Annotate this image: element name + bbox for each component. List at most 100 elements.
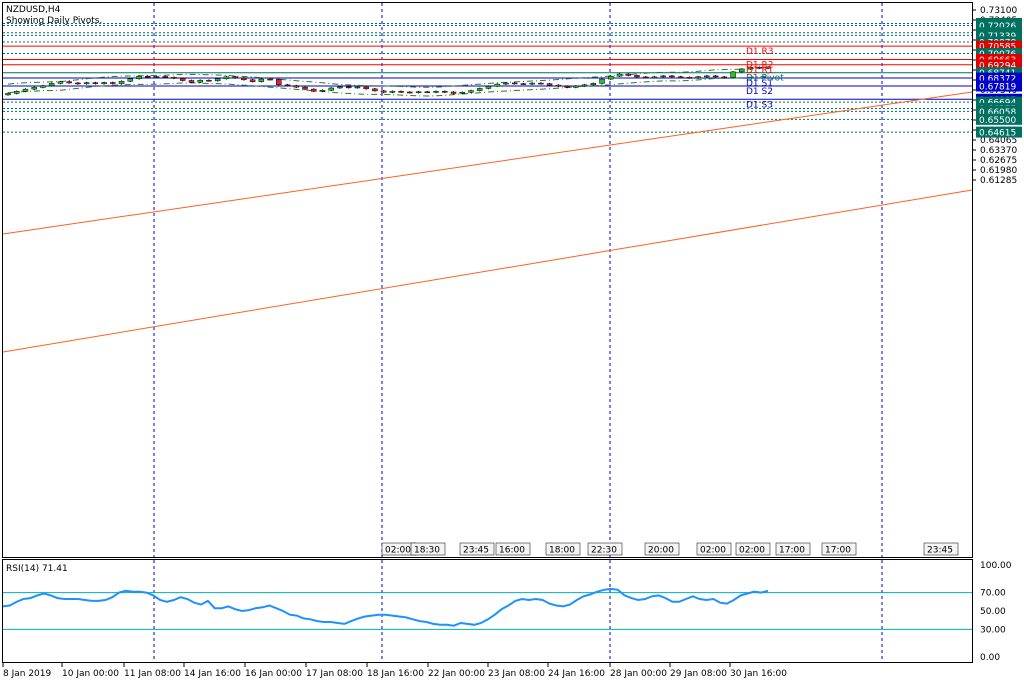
time-label: 14 Jan 16:00	[184, 669, 241, 679]
price-tag-box	[976, 113, 1022, 125]
session-label: 22:30	[591, 546, 617, 556]
candle-body	[83, 82, 90, 85]
candle-body	[555, 84, 562, 87]
session-box	[644, 542, 680, 556]
candle-body	[171, 77, 177, 79]
candle-body	[546, 83, 553, 86]
candle-body	[75, 82, 81, 85]
rsi-line	[2, 587, 769, 627]
candle-body	[520, 83, 527, 85]
price-tag-label: 0.70585	[979, 43, 1016, 53]
price-tag-box	[976, 29, 1022, 41]
time-label: 28 Jan 00:00	[610, 669, 667, 679]
pivot-label: D1 S2	[746, 87, 773, 97]
candle-body	[747, 67, 754, 70]
candle-body	[276, 79, 282, 86]
candle-body	[669, 75, 675, 78]
candle-body	[494, 83, 500, 87]
session-box	[587, 542, 623, 556]
rsi-label: RSI(14) 71.41	[6, 564, 68, 574]
candle-body	[721, 76, 728, 79]
candle-body	[319, 90, 326, 92]
session-box	[923, 542, 959, 556]
candle-body	[415, 91, 422, 93]
candle-body	[468, 90, 474, 93]
pivot-label: D1 S3	[746, 100, 773, 110]
price-tag-box	[976, 105, 1022, 117]
session-box	[775, 542, 811, 556]
price-tag-box	[976, 96, 1022, 108]
candle-body	[66, 81, 72, 84]
time-label: 10 Jan 00:00	[62, 669, 119, 679]
candle-body	[608, 75, 614, 80]
candle-body	[162, 76, 168, 78]
session-label: 20:00	[648, 546, 674, 556]
price-scale-label: 0.63370	[980, 146, 1017, 156]
candle-body	[258, 78, 265, 82]
candle-body	[485, 86, 492, 89]
candle-body	[529, 82, 535, 85]
price-tag-box	[976, 126, 1022, 138]
candle-body	[337, 86, 343, 89]
candle-body	[232, 76, 238, 79]
candle-body	[145, 75, 151, 78]
time-label: 24 Jan 16:00	[548, 669, 605, 679]
price-tag-box	[976, 72, 1022, 84]
candle-body	[765, 67, 771, 69]
time-label: 17 Jan 08:00	[306, 669, 363, 679]
price-tags: 0.721620.720260.715160.713390.708780.705…	[976, 17, 1022, 139]
price-tag-box	[976, 40, 1022, 52]
price-scale-label: 0.61980	[980, 166, 1017, 176]
trend-channel	[2, 91, 973, 353]
pivot-subtitle: Showing Daily Pivots.	[6, 16, 102, 26]
candle-body	[197, 79, 203, 83]
candle-body	[730, 71, 736, 78]
price-tag-box	[976, 80, 1022, 92]
candle-body	[22, 88, 29, 92]
candle-body	[581, 84, 588, 87]
time-label: 23 Jan 08:00	[488, 669, 545, 679]
candle-body	[241, 77, 247, 81]
price-tag-box	[976, 19, 1022, 31]
candle-body	[363, 86, 369, 90]
candle-body	[686, 77, 693, 79]
candle-body	[677, 76, 684, 79]
session-label: 23:45	[927, 546, 953, 556]
candle-body	[450, 91, 457, 94]
candle-body	[642, 76, 649, 79]
candle-body	[48, 83, 55, 86]
candle-body	[442, 91, 448, 93]
candle-body	[476, 88, 483, 91]
time-label: 18 Jan 16:00	[367, 669, 424, 679]
vertical-gridlines	[153, 3, 883, 662]
pivot-label: D1 R3	[746, 47, 774, 57]
price-tag-label: 0.64615	[979, 129, 1016, 139]
time-label: 8 Jan 2019	[3, 669, 51, 679]
candle-body	[40, 85, 46, 88]
price-tag-label: 0.72026	[979, 22, 1016, 32]
candle-body	[695, 76, 701, 79]
candle-body	[13, 91, 20, 94]
candle-body	[503, 82, 509, 85]
price-tag-label: 0.65500	[979, 116, 1016, 126]
candle-body	[590, 83, 597, 86]
upper-band	[7, 67, 769, 88]
session-box	[821, 542, 857, 556]
candle-body	[372, 88, 378, 92]
session-labels: 02:00 18:30 23:45 16:00 18:00 22:30 20:00 02:00…	[381, 542, 959, 556]
candle-body	[459, 92, 466, 94]
price-tag-box	[976, 48, 1022, 60]
candle-body	[704, 75, 710, 78]
candle-body	[756, 67, 763, 69]
session-box	[735, 542, 771, 556]
session-label: 02:00	[385, 546, 411, 556]
candle-body	[92, 82, 99, 84]
candle-body	[118, 80, 125, 84]
trend-line-lower	[2, 189, 973, 353]
pivot-lines	[3, 45, 972, 100]
candle-body	[223, 76, 230, 80]
candle-body	[345, 86, 352, 89]
candle-body	[616, 73, 623, 77]
time-label: 11 Jan 08:00	[124, 669, 181, 679]
